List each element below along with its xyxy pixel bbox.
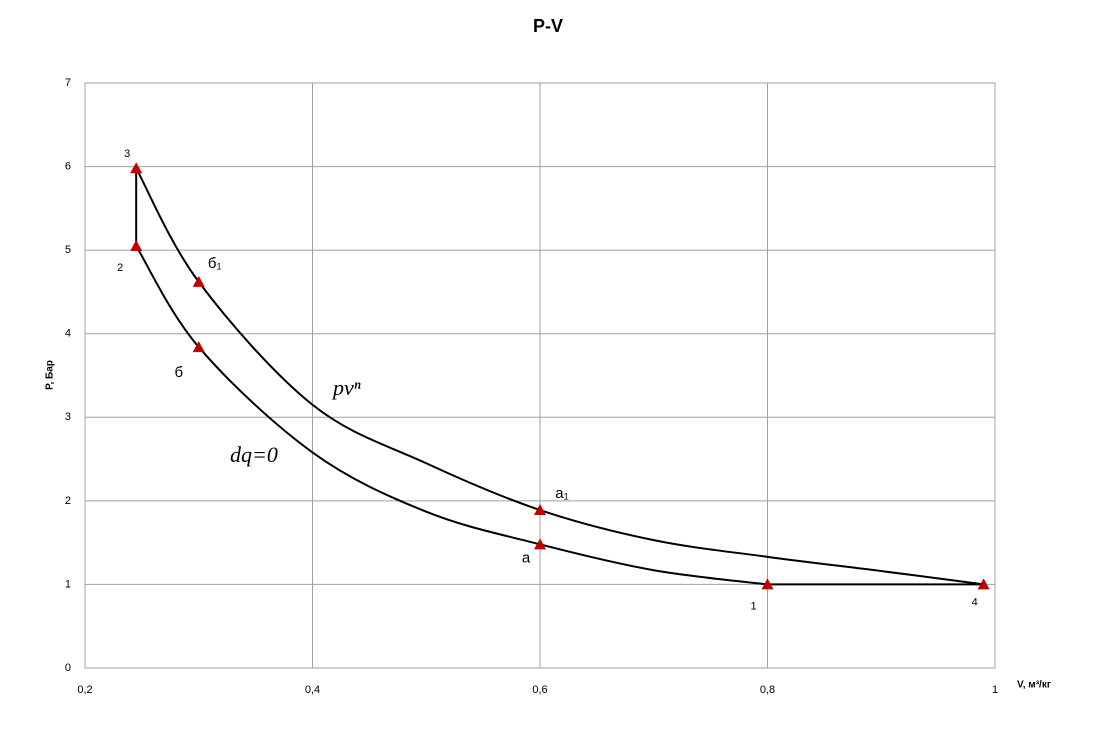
point-marker bbox=[761, 578, 774, 590]
y-tick-label: 2 bbox=[65, 495, 71, 507]
point-label: 2 bbox=[117, 262, 123, 274]
annotation: pvⁿ bbox=[331, 375, 361, 400]
point-label: a bbox=[522, 549, 531, 566]
point-marker bbox=[977, 578, 990, 590]
point-label: б₁ bbox=[208, 255, 222, 272]
x-tick-label: 0,6 bbox=[532, 684, 547, 696]
plot-border bbox=[84, 82, 996, 669]
point-label: б bbox=[174, 364, 183, 381]
x-tick-label: 0,8 bbox=[760, 684, 775, 696]
point-marker bbox=[534, 504, 546, 516]
x-tick-label: 1 bbox=[992, 684, 998, 696]
curve bbox=[135, 167, 984, 586]
point-marker bbox=[130, 239, 143, 251]
chart-title: P-V bbox=[533, 16, 563, 36]
point-marker bbox=[534, 538, 546, 550]
y-tick-label: 5 bbox=[65, 244, 71, 256]
point-label: 4 bbox=[972, 596, 978, 608]
point-label: 3 bbox=[124, 148, 130, 160]
point-label: a₁ bbox=[555, 485, 568, 502]
point-label: 1 bbox=[750, 600, 756, 612]
y-axis-label: P, Бар bbox=[45, 360, 56, 390]
x-tick-label: 0,2 bbox=[77, 684, 92, 696]
y-tick-label: 7 bbox=[65, 77, 71, 89]
y-tick-label: 4 bbox=[65, 328, 71, 340]
point-marker bbox=[192, 275, 205, 287]
x-tick-label: 0,4 bbox=[305, 684, 320, 696]
y-tick-label: 6 bbox=[65, 160, 71, 172]
point-marker bbox=[192, 341, 205, 353]
x-axis-label: V, м³/кг bbox=[1017, 680, 1051, 691]
point-marker bbox=[130, 162, 143, 174]
annotation: dq=0 bbox=[230, 442, 278, 467]
y-tick-label: 3 bbox=[65, 411, 71, 423]
y-tick-label: 1 bbox=[65, 578, 71, 590]
y-tick-label: 0 bbox=[65, 662, 71, 674]
